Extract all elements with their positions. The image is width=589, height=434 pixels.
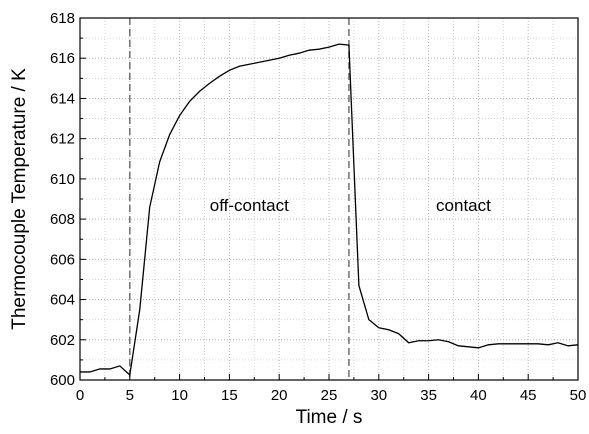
x-tick-label: 0 xyxy=(76,387,84,404)
x-tick-label: 35 xyxy=(420,387,437,404)
series xyxy=(80,43,579,377)
x-axis-title: Time / s xyxy=(296,407,363,428)
y-axis-title: Thermocouple Temperature / K xyxy=(9,68,30,330)
y-tick-label: 610 xyxy=(50,171,75,188)
x-tick-label: 45 xyxy=(520,387,537,404)
x-tick-label: 20 xyxy=(271,387,288,404)
x-tick-label: 40 xyxy=(470,387,487,404)
x-tick-label: 25 xyxy=(321,387,338,404)
y-tick-label: 616 xyxy=(50,50,75,67)
y-tick-label: 618 xyxy=(50,10,75,27)
y-tick-label: 600 xyxy=(50,372,75,389)
y-tick-label: 606 xyxy=(50,251,75,268)
x-tick-labels: 0 5 10 15 20 25 30 35 40 45 50 xyxy=(76,387,587,404)
y-tick-label: 614 xyxy=(50,90,75,107)
annotation-label: off-contact xyxy=(210,196,289,215)
contact-boundary-lines xyxy=(129,18,350,380)
annotation-label: contact xyxy=(436,196,491,215)
y-tick-label: 608 xyxy=(50,211,75,228)
x-tick-label: 30 xyxy=(370,387,387,404)
y-tick-label: 602 xyxy=(50,332,75,349)
y-tick-labels: 600 602 604 606 608 610 612 614 616 618 xyxy=(50,10,75,389)
annotations: off-contact contact xyxy=(210,196,491,215)
x-tick-label: 50 xyxy=(570,387,587,404)
y-tick-label: 604 xyxy=(50,292,75,309)
axis-ticks xyxy=(79,17,579,381)
grid xyxy=(80,18,578,380)
y-tick-label: 612 xyxy=(50,131,75,148)
x-tick-label: 10 xyxy=(171,387,188,404)
temperature-series-line xyxy=(80,43,579,377)
x-tick-label: 5 xyxy=(126,387,134,404)
x-tick-label: 15 xyxy=(221,387,238,404)
